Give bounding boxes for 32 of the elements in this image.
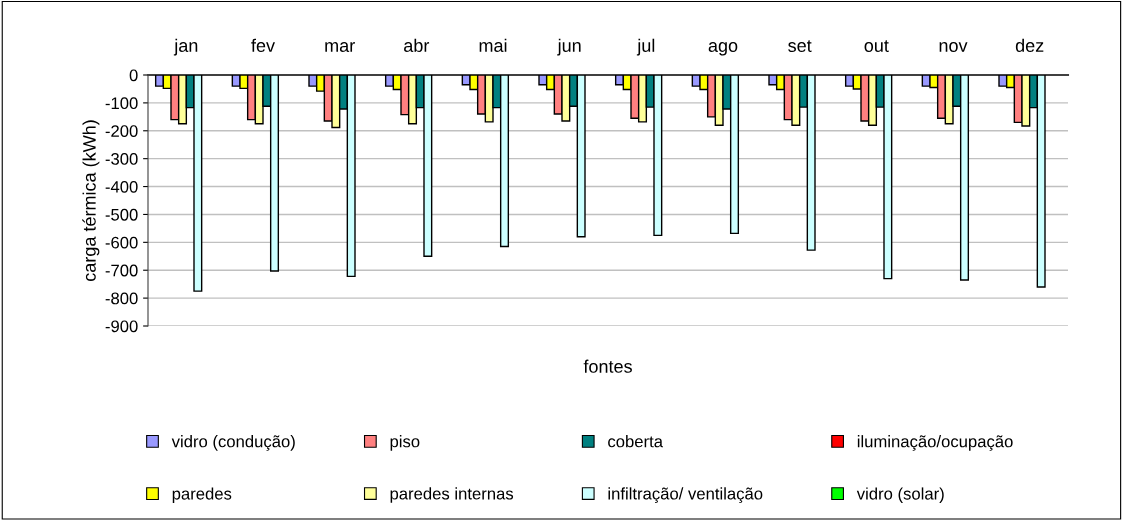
y-tick-label: -900 bbox=[105, 320, 138, 333]
y-tick-label: -600 bbox=[105, 236, 138, 249]
y-tick-label: -400 bbox=[105, 180, 138, 193]
x-axis-title: fontes bbox=[583, 359, 632, 373]
y-axis-title: carga térmica (kWh) bbox=[82, 120, 100, 281]
legend-label: vidro (condução) bbox=[171, 435, 295, 451]
legend-label: piso bbox=[390, 435, 420, 451]
x-tick-label: jun bbox=[557, 38, 581, 56]
x-tick-label: jul bbox=[636, 38, 655, 56]
x-tick-label: mai bbox=[479, 38, 507, 52]
legend-label: iluminação/ocupação bbox=[857, 435, 1013, 451]
y-tick-label: -800 bbox=[105, 292, 138, 305]
x-tick-label: ago bbox=[708, 42, 738, 56]
y-tick-label: -300 bbox=[105, 153, 138, 165]
y-tick-label: -500 bbox=[105, 208, 138, 221]
x-tick-label: dez bbox=[1015, 38, 1044, 52]
legend-label: paredes bbox=[172, 487, 232, 503]
x-tick-label: jan bbox=[173, 38, 198, 56]
legend-label: vidro (solar) bbox=[856, 487, 944, 503]
y-tick-label: -700 bbox=[105, 264, 138, 277]
legend-label: coberta bbox=[608, 435, 663, 448]
x-tick-label: mar bbox=[325, 42, 355, 52]
legend-label: infiltração/ ventilação bbox=[608, 487, 763, 503]
x-tick-label: out bbox=[864, 40, 889, 52]
x-tick-label: nov bbox=[939, 42, 968, 52]
y-tick-label: 0 bbox=[129, 69, 138, 82]
x-tick-label: abr bbox=[404, 38, 430, 52]
y-tick-label: -200 bbox=[105, 125, 138, 137]
y-tick-label: -100 bbox=[105, 97, 138, 110]
legend-label: paredes internas bbox=[390, 487, 514, 503]
x-tick-label: set bbox=[788, 40, 812, 52]
x-tick-label: fev bbox=[251, 38, 275, 52]
